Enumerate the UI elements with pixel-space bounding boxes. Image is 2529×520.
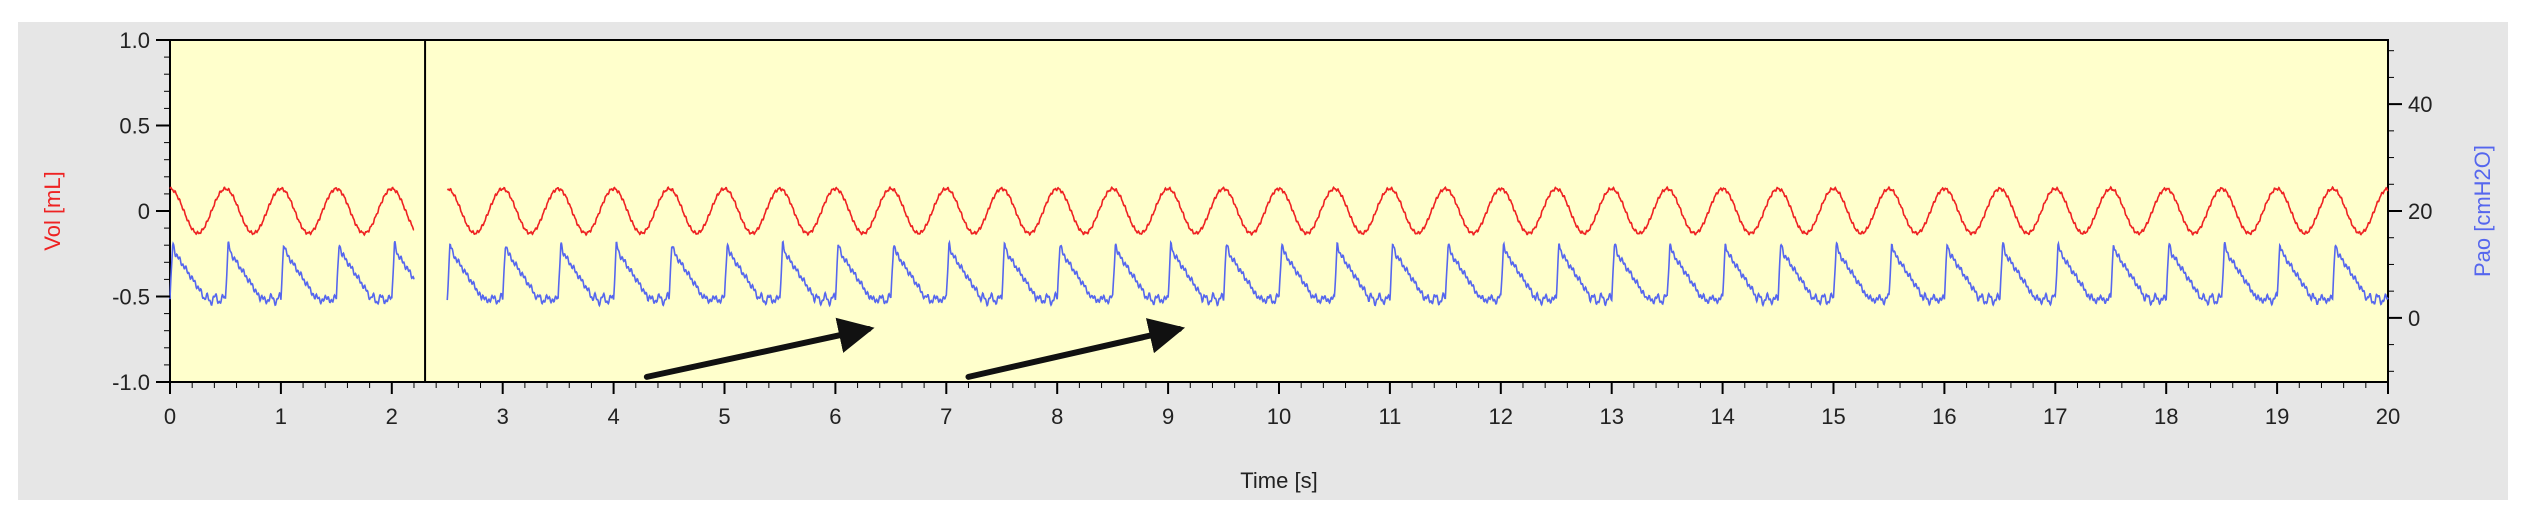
x-tick-label: 15 — [1821, 404, 1845, 429]
x-tick-label: 14 — [1710, 404, 1734, 429]
y-right-tick-label: 40 — [2408, 92, 2432, 117]
x-tick-label: 20 — [2376, 404, 2400, 429]
y-left-tick-label: 0.5 — [119, 114, 150, 139]
x-tick-label: 5 — [718, 404, 730, 429]
x-tick-label: 1 — [275, 404, 287, 429]
pressure-series-line — [169, 241, 415, 307]
y-axis-left-label: Vol [mL] — [40, 171, 65, 250]
y-right-tick-label: 20 — [2408, 199, 2432, 224]
x-tick-label: 3 — [497, 404, 509, 429]
y-right-tick-label: 0 — [2408, 306, 2420, 331]
x-tick-label: 2 — [386, 404, 398, 429]
x-tick-label: 12 — [1489, 404, 1513, 429]
y-left-tick-label: -1.0 — [112, 370, 150, 395]
axis-layer: 0 1 2 3 4 5 6 7 8 9 10 11 12 13 14 15 16 17 18 19 20-1.0-0.5… — [112, 28, 2432, 429]
series-layer — [169, 185, 2389, 308]
x-tick-label: 19 — [2265, 404, 2289, 429]
x-tick-label: 13 — [1599, 404, 1623, 429]
x-tick-label: 7 — [940, 404, 952, 429]
x-tick-label: 16 — [1932, 404, 1956, 429]
x-tick-label: 10 — [1267, 404, 1291, 429]
pressure-series-line — [446, 239, 2389, 308]
y-left-tick-label: -0.5 — [112, 285, 150, 310]
volume-series-line — [169, 186, 415, 237]
x-tick-label: 17 — [2043, 404, 2067, 429]
x-tick-label: 6 — [829, 404, 841, 429]
x-tick-label: 18 — [2154, 404, 2178, 429]
y-axis-right-label: Pao [cmH2O] — [2470, 145, 2495, 277]
x-axis-label: Time [s] — [1240, 468, 1317, 493]
y-left-tick-label: 1.0 — [119, 28, 150, 53]
x-tick-label: 11 — [1378, 404, 1401, 429]
annotation-arrow — [965, 318, 1186, 380]
volume-series-line — [446, 185, 2389, 237]
x-tick-label: 9 — [1162, 404, 1174, 429]
annotation-layer — [643, 317, 1186, 380]
annotation-arrow — [643, 317, 875, 380]
x-tick-label: 0 — [164, 404, 176, 429]
x-tick-label: 4 — [607, 404, 619, 429]
y-left-tick-label: 0 — [138, 199, 150, 224]
x-tick-label: 8 — [1051, 404, 1063, 429]
plot-area — [169, 39, 2389, 383]
